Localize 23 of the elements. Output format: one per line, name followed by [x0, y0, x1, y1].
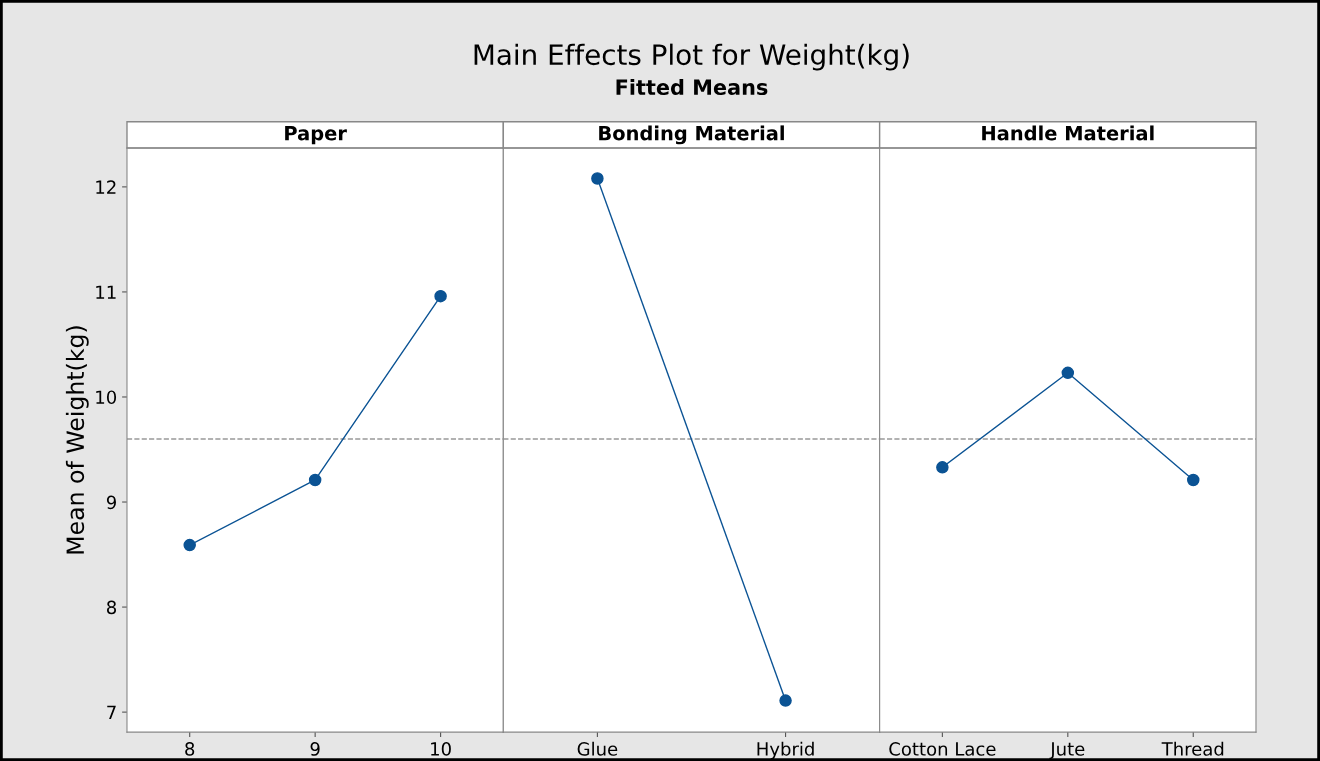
y-tick-label: 7 [107, 705, 116, 719]
chart-title: Bonding Material [599, 125, 784, 145]
point [308, 473, 322, 487]
y-tick-label: 12 [96, 180, 116, 194]
y-tick-label: 11 [96, 285, 116, 299]
chart-title: Paper [285, 126, 347, 145]
x-tick-label: Glue [577, 741, 618, 756]
point [434, 289, 447, 303]
y-tick-label: 10 [96, 390, 117, 405]
point [183, 538, 196, 552]
x-tick-label: Jute [1049, 742, 1085, 760]
x-tick-label: Thread [1161, 741, 1224, 756]
x-tick-label: 8 [185, 742, 195, 756]
chart-title: Handle Material [982, 125, 1154, 141]
y-tick-label: 9 [106, 495, 116, 510]
x-tick-label: 10 [431, 742, 451, 756]
y-axis-title: Mean of Weight(kg) [65, 326, 89, 554]
y-tick-label: 8 [107, 600, 117, 615]
x-tick-label: Hybrid [757, 741, 814, 760]
text: Fitted Means [616, 78, 768, 96]
x-tick-label: Cotton Lace [889, 742, 996, 756]
x-tick-label: 9 [310, 742, 320, 756]
text: Main Effects Plot for Weight(kg) [474, 43, 909, 71]
